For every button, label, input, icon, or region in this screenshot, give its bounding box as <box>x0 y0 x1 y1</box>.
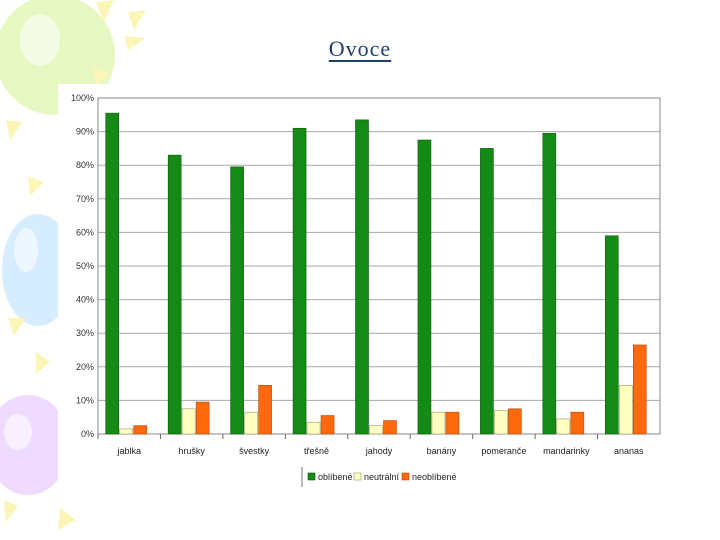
bar-neoblibene <box>570 411 585 435</box>
y-tick-label: 0% <box>81 429 94 439</box>
bar-neutralni <box>181 408 196 435</box>
y-tick-label: 20% <box>76 362 94 372</box>
bar-neoblibene <box>195 401 210 435</box>
x-category-label: banány <box>427 446 457 456</box>
x-category-label: ananas <box>614 446 644 456</box>
x-category-label: švestky <box>239 446 270 456</box>
bar-oblibene <box>417 139 432 435</box>
bar-oblibene <box>230 166 244 435</box>
y-tick-label: 40% <box>76 295 94 305</box>
y-tick-label: 30% <box>76 328 94 338</box>
x-category-label: hrušky <box>178 446 205 456</box>
bar-neutralni <box>306 421 321 435</box>
bar-neutralni <box>119 428 134 435</box>
bar-neoblibene <box>632 344 647 435</box>
y-tick-label: 90% <box>76 127 94 137</box>
bar-oblibene <box>542 132 557 435</box>
bar-neutralni <box>618 384 633 435</box>
y-tick-label: 50% <box>76 261 94 271</box>
y-tick-label: 80% <box>76 160 94 170</box>
legend-box <box>302 466 466 486</box>
confetti-streamers <box>4 0 146 530</box>
y-tick-label: 70% <box>76 194 94 204</box>
grouped-bar-chart: 0% 10% 20% 30% 40% 50% 60% 70% 80% 90% 100% jablka h… <box>71 93 661 487</box>
bar-oblibene <box>355 119 369 435</box>
bar-neoblibene <box>258 384 272 435</box>
x-category-label: třešně <box>304 446 329 456</box>
y-tick-label: 10% <box>76 395 94 405</box>
bar-neoblibene <box>383 420 397 435</box>
bar-oblibene <box>604 235 619 435</box>
legend-label: neutrální <box>364 472 400 482</box>
y-tick-label: 100% <box>71 93 94 103</box>
bar-neutralni <box>494 410 508 435</box>
legend-label: neoblíbené <box>412 472 457 482</box>
bar-neutralni <box>431 411 446 435</box>
bar-neoblibene <box>133 425 148 435</box>
legend-swatch-neoblibene <box>401 472 410 481</box>
purple-balloon-shape <box>0 395 70 495</box>
blue-balloon-shape <box>2 214 74 326</box>
chart-area: 0% 10% 20% 30% 40% 50% 60% 70% 80% 90% 100% jablka h… <box>58 84 670 504</box>
bar-neoblibene <box>508 408 522 435</box>
y-tick-label: 60% <box>76 227 94 237</box>
bar-neoblibene <box>445 411 460 435</box>
bar-oblibene <box>167 154 182 435</box>
bar-neutralni <box>244 411 258 435</box>
legend-swatch-oblibene <box>307 472 316 481</box>
x-category-label: mandarinky <box>543 446 590 456</box>
bar-neutralni <box>369 425 383 435</box>
x-category-label: jablka <box>116 446 141 456</box>
bar-oblibene <box>105 112 120 435</box>
bar-neutralni <box>556 418 571 435</box>
bar-oblibene <box>480 148 494 435</box>
legend-swatch-neutralni <box>353 472 362 481</box>
bar-oblibene <box>292 127 307 435</box>
slide-title-text: Ovoce <box>328 36 392 61</box>
slide-title: Ovoce <box>0 36 720 62</box>
legend-label: oblíbené <box>318 472 353 482</box>
bar-neoblibene <box>320 415 335 435</box>
x-category-label: jahody <box>365 446 393 456</box>
x-category-label: pomeranče <box>481 446 526 456</box>
